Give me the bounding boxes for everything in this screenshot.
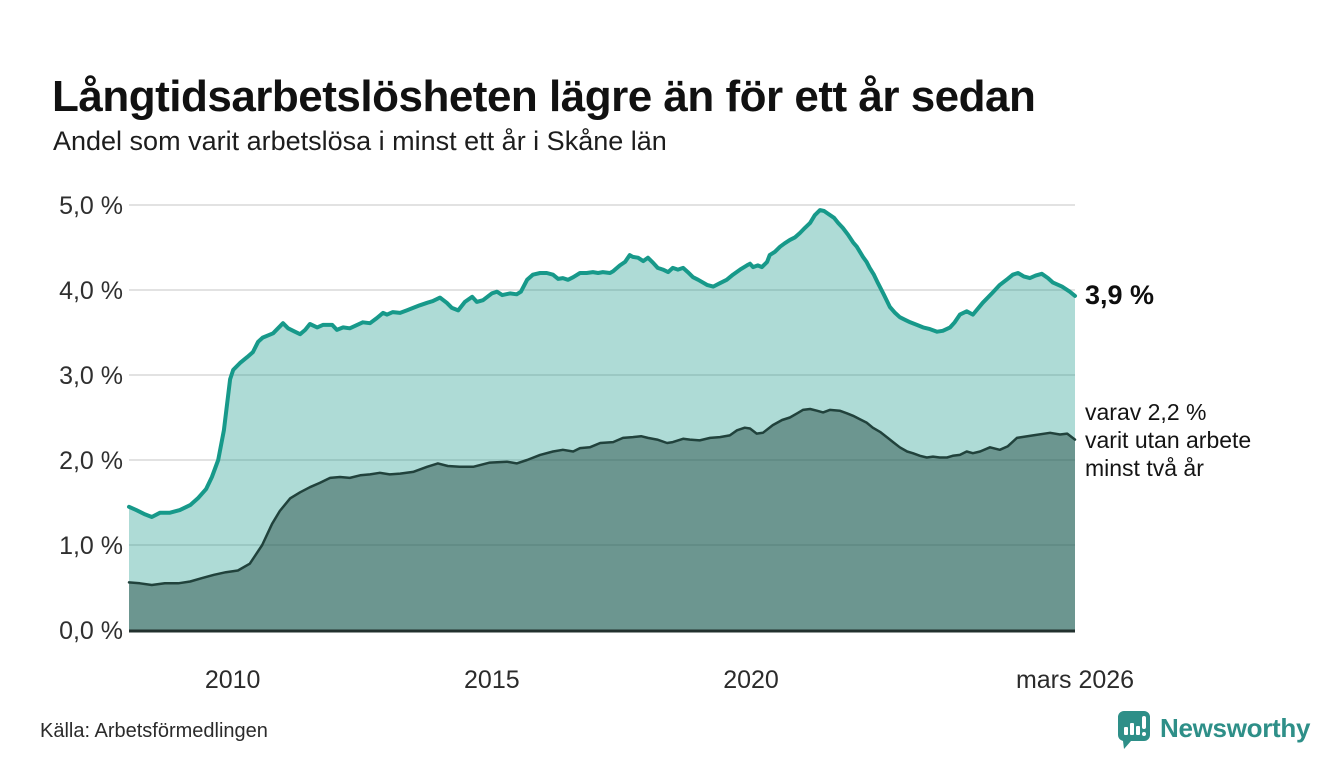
series-end-label-subset: varav 2,2 % varit utan arbete minst två … [1085,398,1251,482]
newsworthy-logo-text: Newsworthy [1160,713,1311,743]
y-axis-tick-label: 2,0 % [59,447,123,475]
x-axis-tick-label: mars 2026 [1016,666,1134,694]
y-axis-tick-label: 5,0 % [59,192,123,220]
y-axis-tick-label: 1,0 % [59,532,123,560]
series-end-label-total: 3,9 % [1085,280,1155,310]
x-axis-tick-label: 2010 [205,666,261,694]
page-title: Långtidsarbetslösheten lägre än för ett … [52,72,1036,122]
line-subset-two-years [127,407,1077,587]
y-axis-tick-label: 3,0 % [59,362,123,390]
series-end-label-subset-line2: varit utan arbete [1085,427,1252,453]
y-axis-tick-label: 4,0 % [59,277,123,305]
x-axis-tick-label: 2015 [464,666,520,694]
series-end-label-subset-line3: minst två år [1085,455,1204,481]
x-axis-tick-label: 2020 [723,666,779,694]
area-total-one-year [129,210,1075,630]
chart-subtitle: Andel som varit arbetslösa i minst ett å… [53,126,667,156]
source-attribution: Källa: Arbetsförmedlingen [40,720,268,742]
y-axis-tick-label: 0,0 % [59,617,123,645]
area-subset-two-years [129,409,1075,630]
series-end-label-subset-line1: varav 2,2 % [1085,399,1207,425]
newsworthy-logo: Newsworthy [1117,710,1310,752]
newsworthy-logo-icon [1117,711,1150,749]
line-total-one-year [127,208,1077,519]
